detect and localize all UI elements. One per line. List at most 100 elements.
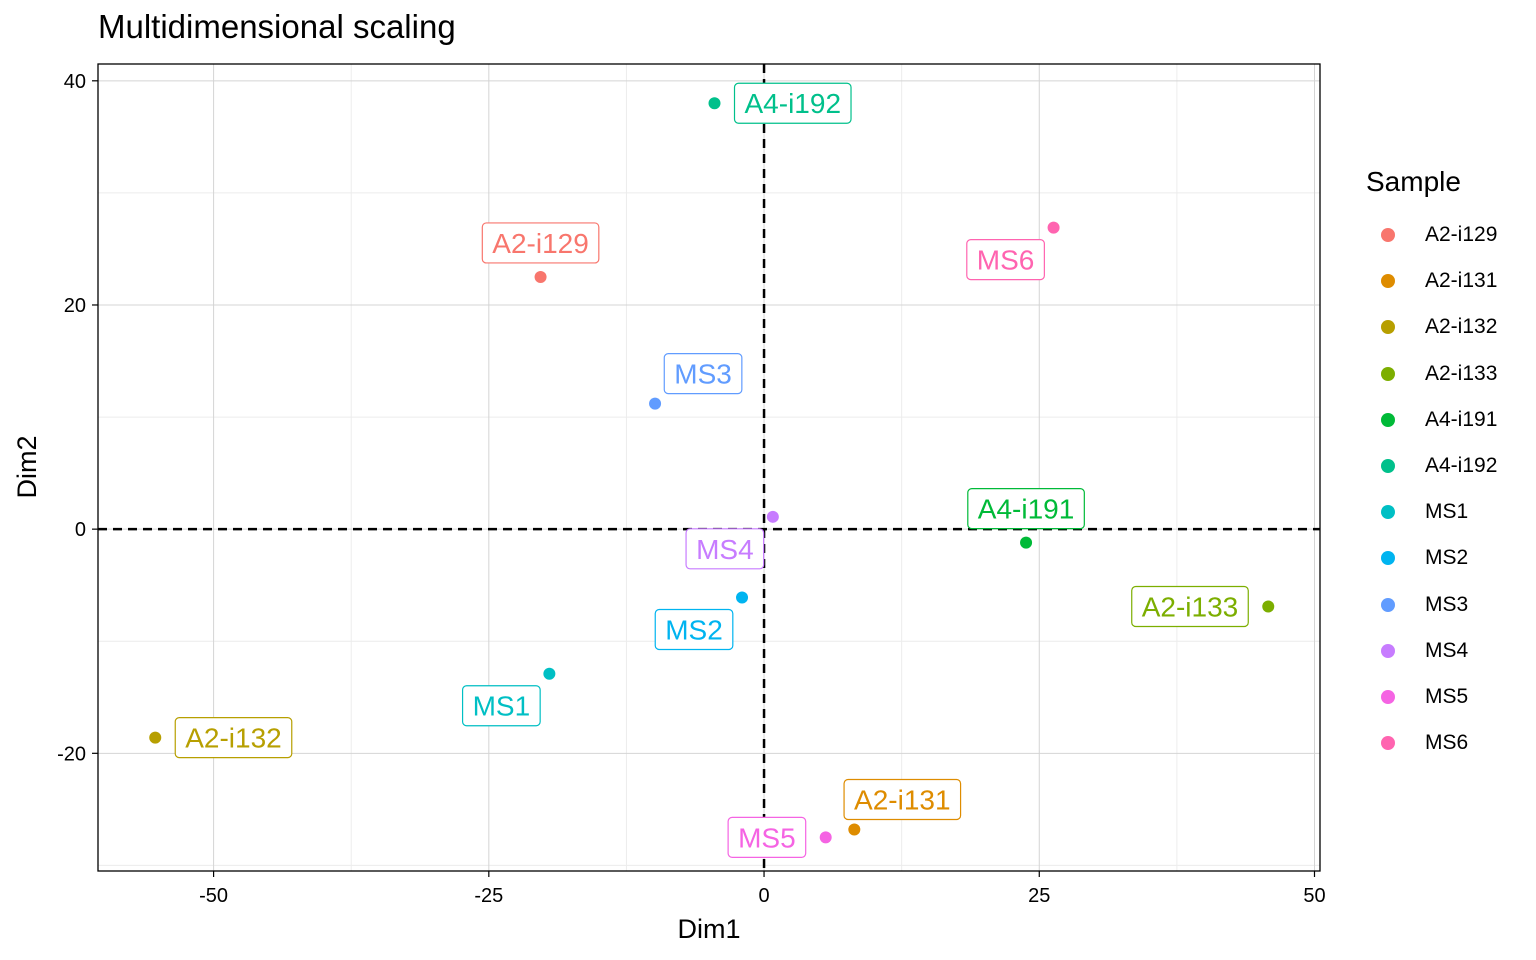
legend-label: A2-i131: [1425, 269, 1498, 293]
data-point: [149, 731, 162, 744]
legend-label: MS3: [1425, 592, 1469, 616]
point-label-box: [966, 239, 1045, 281]
legend: Sample A2-i129 A2-i131 A2-i132 A2-i133 A4-i1…: [1366, 166, 1497, 766]
point-label-text: MS3: [674, 359, 732, 390]
data-point: [736, 591, 749, 604]
data-point: [1262, 600, 1275, 613]
legend-item: A4-i191: [1366, 397, 1497, 443]
point-label-box: [727, 816, 807, 858]
legend-item: MS2: [1366, 535, 1497, 581]
point-label: MS6: [966, 239, 1045, 281]
point-labels: A2-i129 A2-i131 A2-i132 A2-i133 A4-i191 A4-i1…: [174, 82, 1249, 858]
point-label: MS2: [654, 608, 734, 651]
y-tick-label: -20: [57, 743, 86, 765]
legend-label: MS1: [1425, 500, 1469, 524]
legend-item: A4-i192: [1366, 443, 1497, 489]
legend-swatch: [1381, 551, 1395, 566]
point-label: A2-i131: [843, 778, 962, 821]
legend-item: MS3: [1366, 582, 1497, 628]
point-label-box: [461, 685, 541, 727]
legend-item: MS6: [1366, 720, 1497, 766]
point-label-text: A2-i132: [185, 723, 282, 754]
point-label: A2-i132: [174, 717, 293, 759]
legend-swatch: [1381, 689, 1395, 704]
data-point: [649, 397, 662, 410]
point-label-text: MS5: [738, 822, 796, 853]
legend-item: MS5: [1366, 674, 1497, 720]
chart-title: Multidimensional scaling: [98, 8, 456, 45]
point-label: MS5: [727, 816, 807, 858]
legend-item: A2-i131: [1366, 258, 1497, 304]
data-point: [1020, 536, 1033, 549]
panel-border: [97, 63, 1321, 872]
x-tick-label: 25: [1028, 885, 1050, 907]
x-tick-label: -25: [474, 885, 503, 907]
point-label: A2-i129: [481, 222, 600, 264]
point-label-text: A2-i129: [492, 228, 589, 259]
legend-swatch: [1381, 597, 1395, 612]
legend-label: A2-i133: [1425, 361, 1498, 385]
point-label-box: [663, 353, 743, 395]
plot-panel: [97, 63, 1321, 872]
legend-swatch: [1381, 274, 1395, 289]
point-label: MS3: [663, 353, 743, 395]
legend-label: A2-i132: [1425, 315, 1498, 339]
point-label-text: A4-i192: [745, 88, 842, 119]
legend-label: MS5: [1425, 684, 1469, 708]
point-label: A2-i133: [1131, 585, 1249, 628]
axis-ticks: -50 -25 0 25 50 -20 0 20 40: [57, 71, 1326, 907]
x-axis-title: Dim1: [677, 914, 740, 944]
point-label-text: MS6: [977, 245, 1035, 276]
legend-item: A2-i129: [1366, 212, 1497, 258]
point-label-text: MS2: [665, 615, 723, 646]
point-label-box: [843, 778, 962, 821]
data-point: [534, 270, 547, 283]
data-point: [848, 823, 861, 836]
point-label-text: MS1: [473, 691, 531, 722]
legend-swatch: [1381, 459, 1395, 474]
y-tick-label: 40: [64, 71, 86, 93]
point-label-box: [654, 608, 734, 651]
point-label-text: A2-i133: [1142, 591, 1239, 622]
point-label-box: [733, 82, 852, 124]
legend-label: MS2: [1425, 546, 1469, 570]
point-label: MS1: [461, 685, 541, 727]
legend-swatch: [1381, 643, 1395, 658]
data-point: [543, 667, 556, 680]
point-label-box: [174, 717, 293, 759]
y-tick-label: 20: [64, 295, 86, 317]
data-point: [766, 510, 779, 523]
point-label-text: A2-i131: [854, 785, 951, 816]
x-tick-label: -50: [199, 885, 228, 907]
legend-label: MS6: [1425, 731, 1469, 755]
legend-title: Sample: [1366, 166, 1461, 197]
data-point: [1047, 221, 1060, 234]
point-label-box: [481, 222, 600, 264]
legend-item: MS4: [1366, 628, 1497, 674]
legend-swatch: [1381, 505, 1395, 520]
y-tick-label: 0: [75, 519, 86, 541]
legend-swatch: [1381, 736, 1395, 751]
legend-label: A4-i191: [1425, 407, 1498, 431]
data-points: [149, 97, 1275, 844]
point-label-box: [967, 487, 1085, 530]
legend-swatch: [1381, 320, 1395, 335]
legend-label: A4-i192: [1425, 454, 1498, 478]
legend-label: A2-i129: [1425, 223, 1498, 247]
x-tick-label: 0: [758, 885, 769, 907]
legend-swatch: [1381, 412, 1395, 427]
point-label-text: MS4: [696, 534, 754, 565]
y-axis-title: Dim2: [12, 435, 42, 498]
point-label-box: [685, 528, 765, 570]
point-label-box: [1131, 585, 1249, 628]
legend-items: A2-i129 A2-i131 A2-i132 A2-i133 A4-i191 A4-i1…: [1366, 212, 1497, 766]
point-label: A4-i192: [733, 82, 852, 124]
legend-label: MS4: [1425, 638, 1469, 662]
point-label: MS4: [685, 528, 765, 570]
legend-swatch: [1381, 366, 1395, 381]
legend-item: A2-i133: [1366, 351, 1497, 397]
point-label-text: A4-i191: [978, 494, 1075, 525]
data-point: [819, 831, 832, 844]
data-point: [708, 97, 721, 110]
